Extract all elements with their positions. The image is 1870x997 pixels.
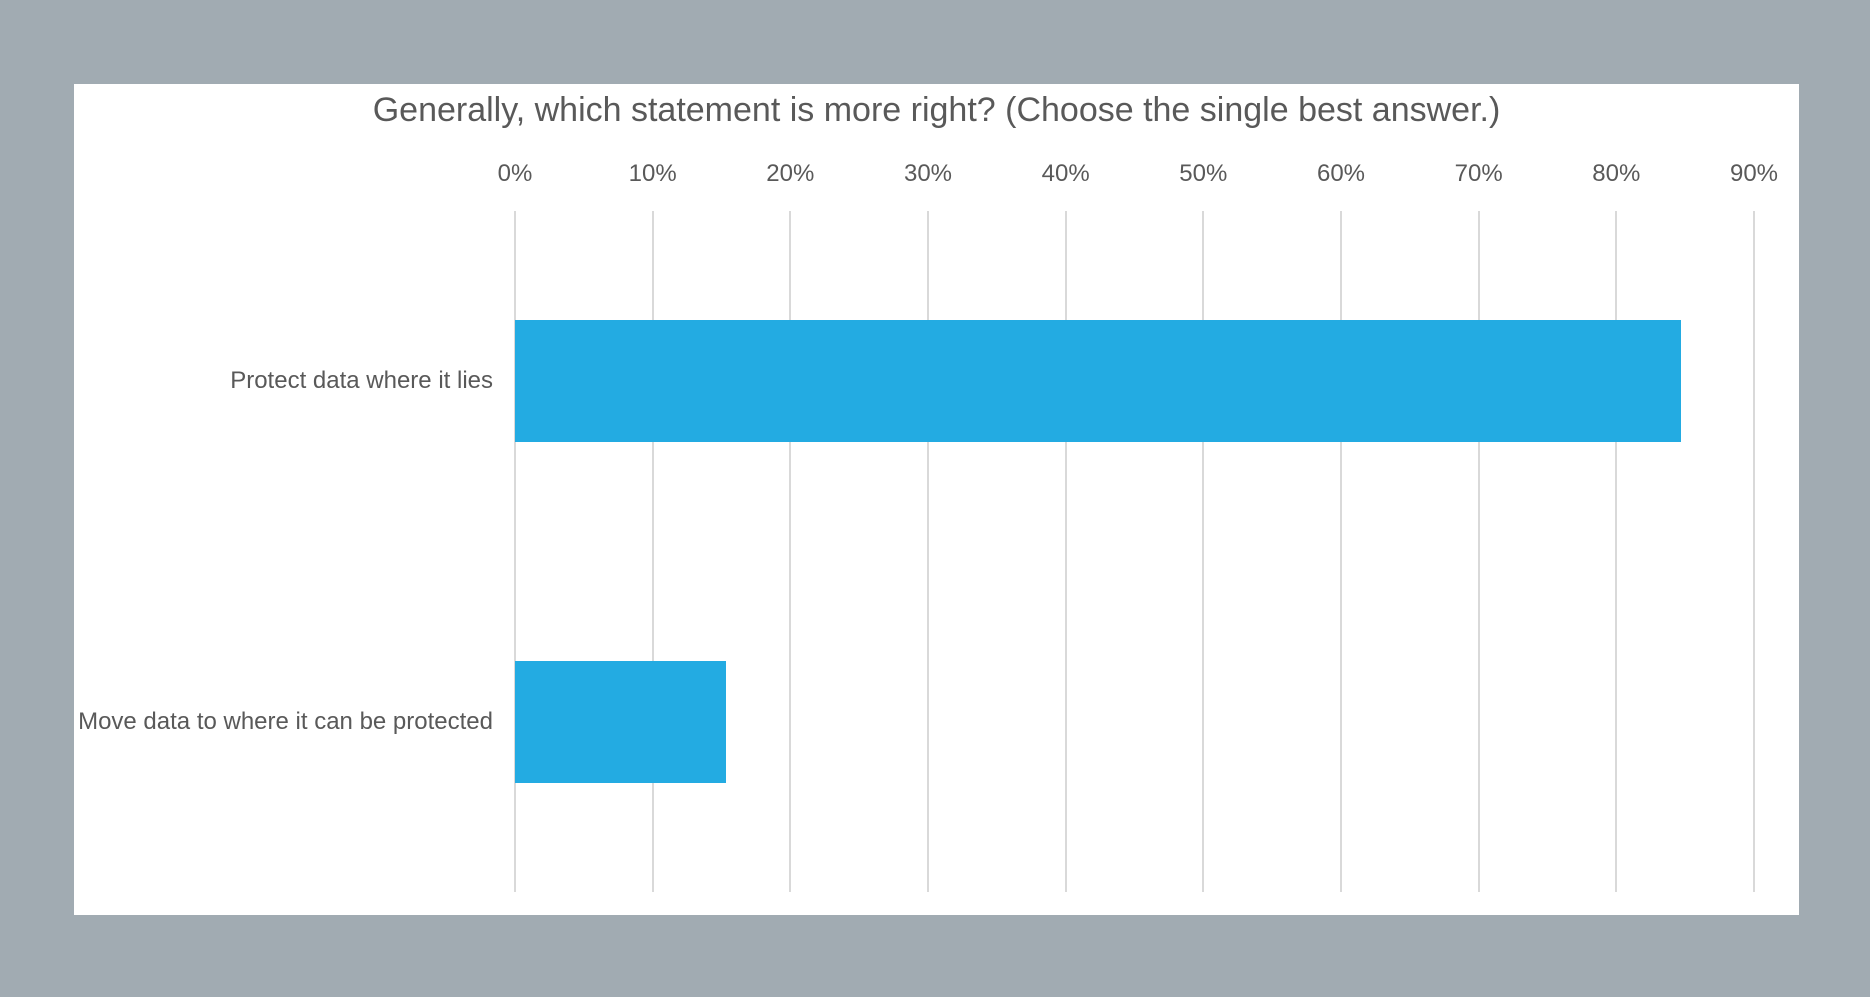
bar-1 <box>515 660 726 783</box>
gridline-10% <box>651 211 654 892</box>
gridline-40% <box>1064 211 1067 892</box>
x-axis-tick-label: 90% <box>1729 160 1779 187</box>
x-axis-tick-label: 40% <box>1041 160 1090 187</box>
x-axis-tick-label: 0% <box>497 160 533 187</box>
x-axis-tick-label: 20% <box>766 160 815 187</box>
x-axis-tick-label: 10% <box>628 160 677 187</box>
x-axis-tick-label: 50% <box>1179 160 1228 187</box>
gridline-80% <box>1615 211 1618 892</box>
x-axis-tick-label: 80% <box>1592 160 1641 187</box>
x-axis-tick-label: 70% <box>1454 160 1503 187</box>
bar-0 <box>515 320 1682 443</box>
category-label-1: Move data to where it can be protected <box>78 707 493 735</box>
gridline-30% <box>927 211 929 892</box>
gridline-0% <box>514 211 516 892</box>
gridline-70% <box>1477 211 1480 892</box>
chart-title: Generally, which statement is more right… <box>372 91 1501 129</box>
x-axis-tick-label: 60% <box>1316 160 1366 187</box>
category-label-0: Protect data where it lies <box>230 367 493 395</box>
plot-area: 0% 10% 20% 30% 40% 50% 60% 70% 80% 90% Protect dat… <box>74 84 1799 915</box>
chart-area: Generally, which statement is more right… <box>74 84 1799 915</box>
gridline-90% <box>1753 211 1755 892</box>
x-axis-tick-label: 30% <box>903 160 953 187</box>
gridline-50% <box>1202 211 1205 892</box>
gridline-20% <box>789 211 792 892</box>
gridline-60% <box>1340 211 1342 892</box>
